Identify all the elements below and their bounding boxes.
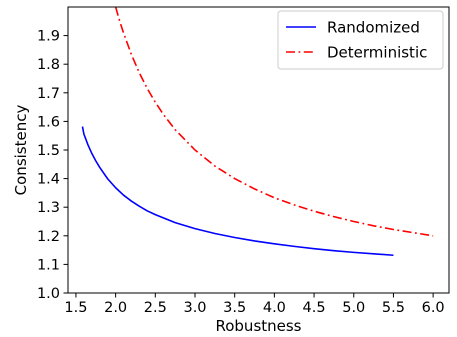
y-axis: 1.0 1.1 1.2 1.3 1.4 1.5 1.6 1.7 1.8 1.9 bbox=[37, 29, 68, 302]
legend: Randomized Deterministic bbox=[277, 10, 444, 70]
x-tick-label: 2.5 bbox=[144, 300, 167, 316]
y-tick-label: 1.6 bbox=[37, 114, 60, 130]
y-tick-label: 1.4 bbox=[37, 172, 60, 188]
legend-label-deterministic: Deterministic bbox=[327, 44, 427, 62]
x-tick-label: 3.5 bbox=[223, 300, 246, 316]
y-tick-label: 1.2 bbox=[37, 229, 60, 245]
x-tick-label: 6.0 bbox=[422, 300, 445, 316]
x-tick-label: 4.0 bbox=[263, 300, 286, 316]
y-tick-label: 1.5 bbox=[37, 143, 60, 159]
y-tick-label: 1.0 bbox=[37, 286, 60, 302]
plot-lines bbox=[81, 7, 434, 257]
x-tick-label: 1.5 bbox=[64, 300, 87, 316]
x-tick-label: 3.0 bbox=[183, 300, 206, 316]
series-line-randomized bbox=[81, 126, 394, 257]
x-tick-label: 4.5 bbox=[303, 300, 326, 316]
y-axis-title: Consistency bbox=[12, 105, 30, 196]
x-tick-label: 5.5 bbox=[382, 300, 405, 316]
x-tick-label: 2.0 bbox=[104, 300, 127, 316]
y-tick-label: 1.7 bbox=[37, 86, 60, 102]
y-tick-label: 1.1 bbox=[37, 257, 60, 273]
y-tick-label: 1.3 bbox=[37, 200, 60, 216]
y-tick-label: 1.9 bbox=[37, 29, 60, 45]
x-tick-label: 5.0 bbox=[342, 300, 365, 316]
x-axis-title: Robustness bbox=[215, 317, 301, 335]
series-line-deterministic bbox=[114, 7, 434, 237]
legend-box bbox=[277, 10, 444, 70]
legend-label-randomized: Randomized bbox=[327, 19, 420, 37]
x-axis: 1.5 2.0 2.5 3.0 3.5 4.0 4.5 5.0 5.5 6.0 bbox=[64, 293, 445, 316]
y-tick-label: 1.8 bbox=[37, 57, 60, 73]
